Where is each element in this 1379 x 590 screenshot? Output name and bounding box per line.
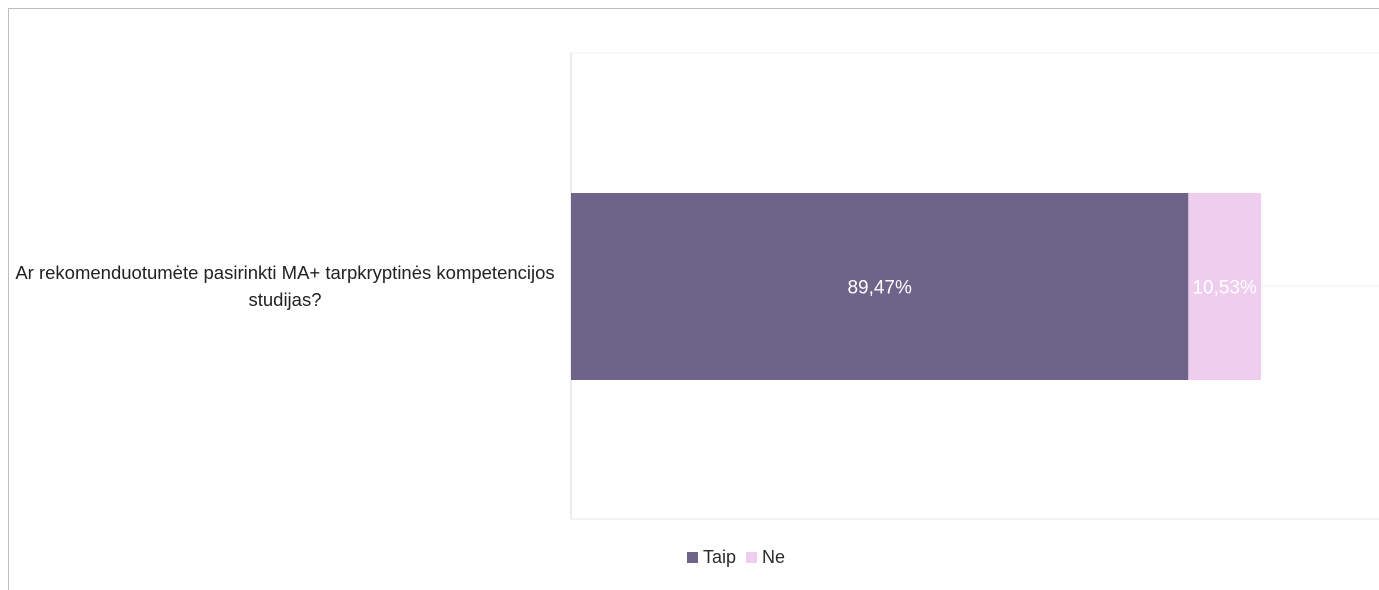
legend-item-taip: Taip [687,547,736,568]
legend-label-taip: Taip [703,547,737,567]
bar-ne [1188,193,1261,380]
bar-taip [571,193,1189,380]
legend: Taip Ne [687,547,795,568]
data-label-ne: 10,53% [1192,278,1257,299]
legend-item-ne: Ne [746,547,785,568]
legend-swatch-ne [746,552,758,563]
legend-label-ne: Ne [762,547,786,567]
data-label-taip: 89,47% [847,278,912,299]
chart-frame [8,8,1379,590]
legend-swatch-taip [687,552,698,563]
category-label: Ar rekomenduotumėte pasirinkti MA+ tarpk… [15,262,555,310]
